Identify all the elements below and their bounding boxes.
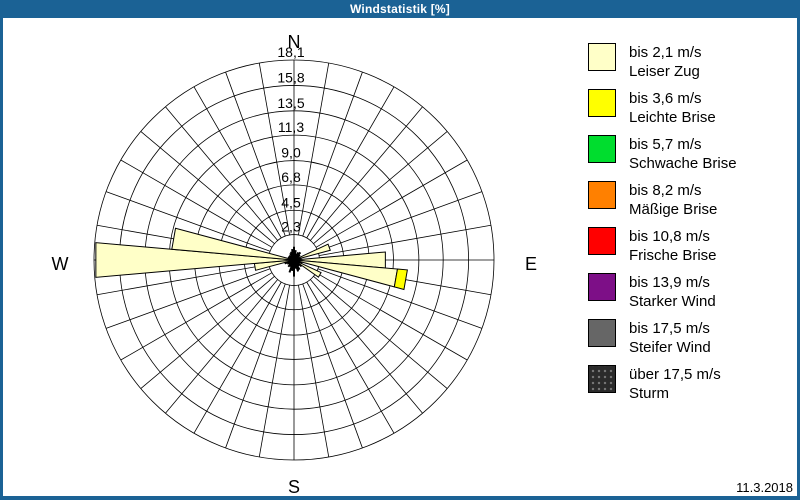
wind-speed-legend: bis 2,1 m/s Leiser Zug bis 3,6 m/s Leichte … xyxy=(588,43,793,411)
rose-center-dot xyxy=(290,256,298,264)
compass-label-west: W xyxy=(51,254,69,274)
wind-petal-segment xyxy=(393,268,408,291)
ring-value-label: 15,8 xyxy=(277,69,304,85)
legend-item: über 17,5 m/s Sturm xyxy=(588,365,793,411)
ring-value-label: 18,1 xyxy=(277,44,304,60)
legend-speed-range: bis 8,2 m/s xyxy=(629,182,702,199)
compass-label-east: E xyxy=(524,254,537,274)
legend-class-name: Frische Brise xyxy=(629,247,717,264)
ring-value-label: 11,3 xyxy=(278,119,304,135)
minor-wind-spikes xyxy=(284,246,303,277)
legend-text: bis 10,8 m/s Frische Brise xyxy=(629,227,717,265)
legend-text: bis 8,2 m/s Mäßige Brise xyxy=(629,181,717,219)
ring-value-label: 4,5 xyxy=(281,194,301,210)
legend-color-swatch xyxy=(588,181,616,209)
legend-color-swatch xyxy=(588,365,616,393)
legend-text: bis 17,5 m/s Steifer Wind xyxy=(629,319,711,357)
legend-item: bis 10,8 m/s Frische Brise xyxy=(588,227,793,273)
ring-value-label: 2,3 xyxy=(281,219,301,235)
legend-color-swatch xyxy=(588,319,616,347)
legend-speed-range: über 17,5 m/s xyxy=(629,366,721,383)
legend-speed-range: bis 10,8 m/s xyxy=(629,228,710,245)
legend-item: bis 13,9 m/s Starker Wind xyxy=(588,273,793,319)
legend-class-name: Schwache Brise xyxy=(629,155,737,172)
legend-text: bis 3,6 m/s Leichte Brise xyxy=(629,89,716,127)
legend-class-name: Steifer Wind xyxy=(629,339,711,356)
legend-speed-range: bis 17,5 m/s xyxy=(629,320,710,337)
legend-color-swatch xyxy=(588,89,616,117)
window-title: Windstatistik [%] xyxy=(350,2,450,16)
legend-class-name: Mäßige Brise xyxy=(629,201,718,218)
legend-text: über 17,5 m/s Sturm xyxy=(629,365,721,403)
legend-speed-range: bis 3,6 m/s xyxy=(629,90,702,107)
legend-item: bis 2,1 m/s Leiser Zug xyxy=(588,43,793,89)
ring-value-label: 6,8 xyxy=(281,169,301,185)
legend-color-swatch xyxy=(588,43,616,71)
legend-color-swatch xyxy=(588,227,616,255)
legend-item: bis 17,5 m/s Steifer Wind xyxy=(588,319,793,365)
legend-text: bis 13,9 m/s Starker Wind xyxy=(629,273,716,311)
title-bar: Windstatistik [%] xyxy=(0,0,800,18)
legend-item: bis 3,6 m/s Leichte Brise xyxy=(588,89,793,135)
compass-label-south: S xyxy=(287,477,300,497)
ring-value-label: 13,5 xyxy=(277,95,304,111)
ring-value-labels: 2,3 4,5 6,8 9,0 11,3 13,5 15,8 18,1 xyxy=(277,44,304,235)
legend-class-name: Sturm xyxy=(629,385,670,402)
ring-value-label: 9,0 xyxy=(281,145,301,161)
legend-text: bis 5,7 m/s Schwache Brise xyxy=(629,135,737,173)
legend-color-swatch xyxy=(588,273,616,301)
wind-petals xyxy=(95,227,408,291)
legend-class-name: Leiser Zug xyxy=(629,63,700,80)
legend-speed-range: bis 2,1 m/s xyxy=(629,44,702,61)
legend-item: bis 8,2 m/s Mäßige Brise xyxy=(588,181,793,227)
legend-item: bis 5,7 m/s Schwache Brise xyxy=(588,135,793,181)
date-label: 11.3.2018 xyxy=(736,480,793,495)
legend-class-name: Leichte Brise xyxy=(629,109,716,126)
legend-class-name: Starker Wind xyxy=(629,293,716,310)
legend-speed-range: bis 13,9 m/s xyxy=(629,274,710,291)
legend-color-swatch xyxy=(588,135,616,163)
compass-label-north: N xyxy=(287,32,301,52)
legend-text: bis 2,1 m/s Leiser Zug xyxy=(629,43,702,81)
legend-speed-range: bis 5,7 m/s xyxy=(629,136,702,153)
